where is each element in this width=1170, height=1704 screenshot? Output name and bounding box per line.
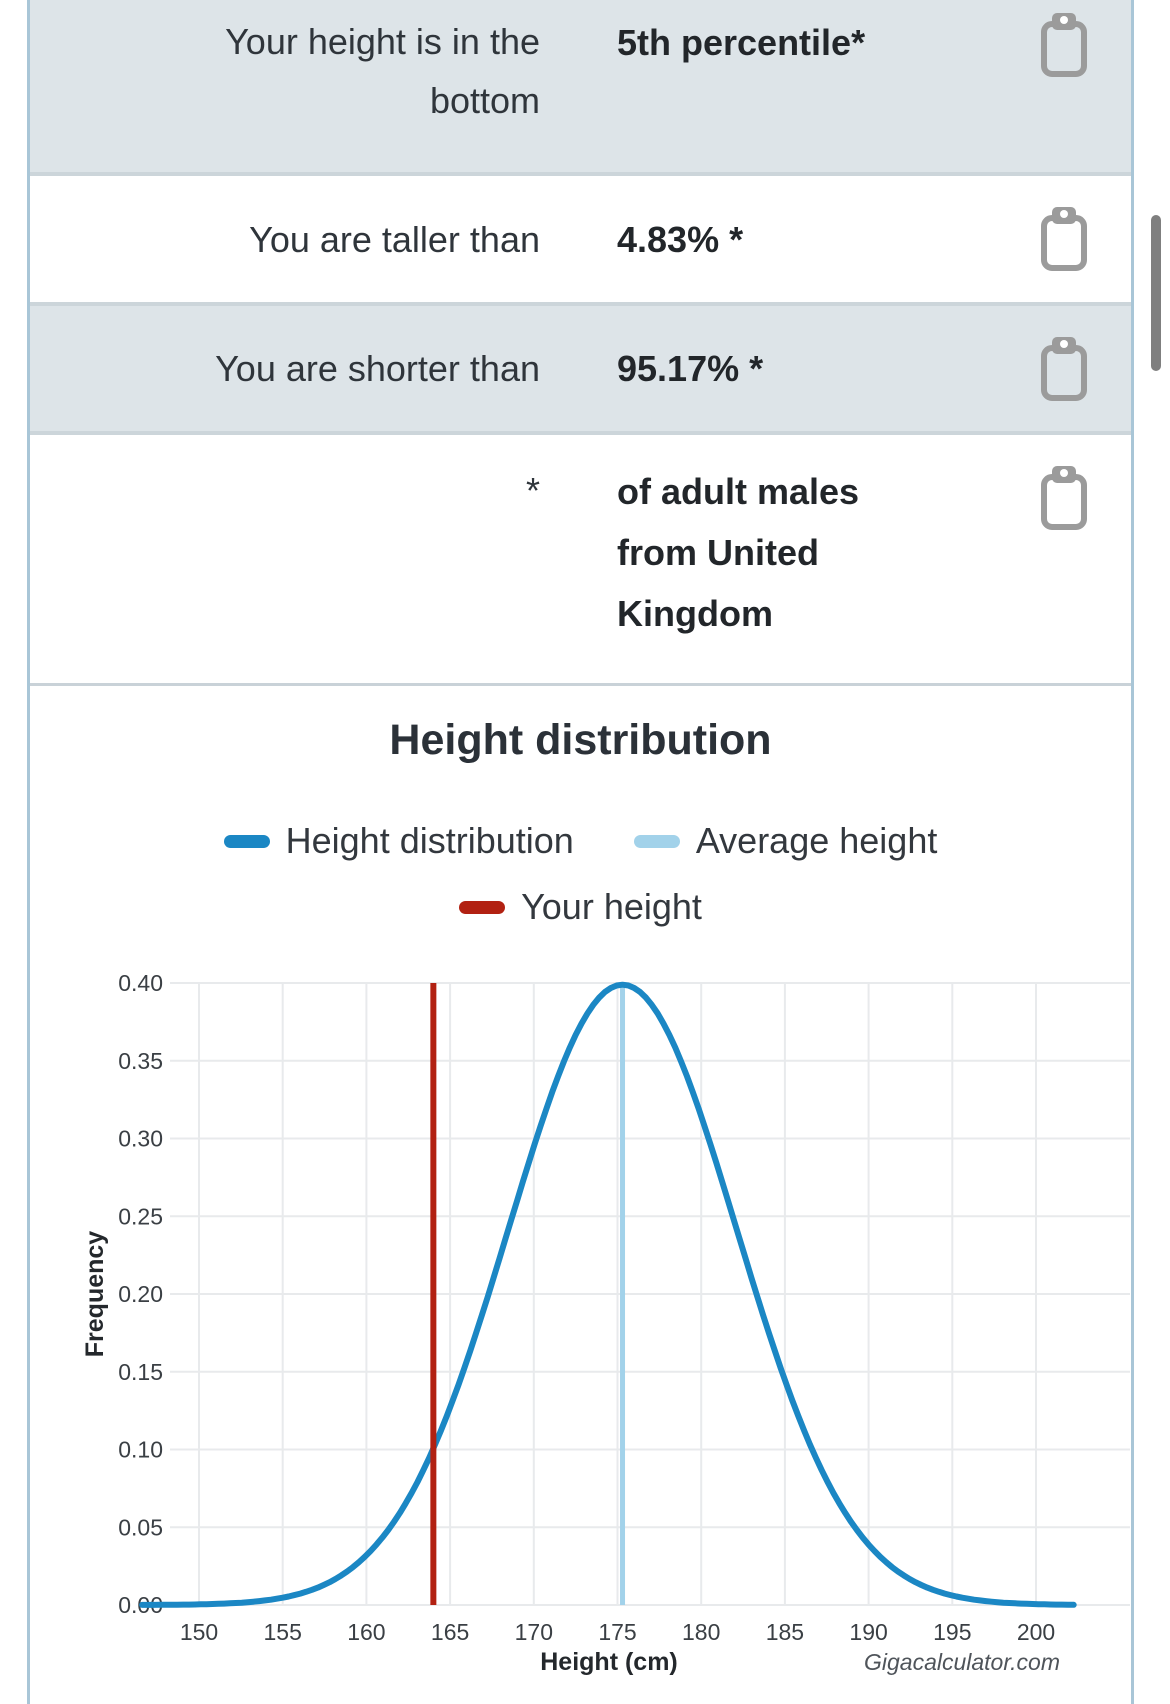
legend-label: Your height	[521, 886, 702, 927]
x-tick-label: 175	[598, 1619, 636, 1645]
y-tick-label: 0.40	[118, 970, 163, 996]
clipboard-icon	[1040, 13, 1088, 81]
legend-swatch-height-distribution	[223, 834, 270, 848]
x-axis-title: Height (cm)	[540, 1648, 678, 1676]
row-label: Your height is in the bottom	[225, 21, 540, 121]
y-axis-title: Frequency	[81, 1231, 109, 1358]
x-tick-label: 165	[431, 1619, 469, 1645]
table-row: * of adult males from United Kingdom	[30, 431, 1131, 683]
x-tick-label: 150	[180, 1619, 218, 1645]
height-distribution-curve	[139, 981, 1077, 1608]
x-tick-label: 180	[682, 1619, 720, 1645]
y-tick-label: 0.25	[118, 1203, 163, 1229]
x-tick-label: 185	[766, 1619, 804, 1645]
legend-item: Your height	[459, 886, 702, 928]
chart-legend-row: Height distribution Average height	[30, 820, 1131, 862]
y-tick-label: 0.15	[118, 1359, 163, 1385]
clipboard-icon	[1040, 207, 1088, 275]
x-tick-label: 155	[264, 1619, 302, 1645]
row-label: You are taller than	[249, 218, 540, 260]
y-tick-label: 0.10	[118, 1437, 163, 1463]
row-label: You are shorter than	[215, 348, 540, 389]
chart-title: Height distribution	[389, 716, 772, 764]
row-value: 5th percentile*	[617, 22, 866, 63]
table-row: You are shorter than 95.17% *	[30, 302, 1131, 431]
page-right-border	[1131, 0, 1134, 1704]
section-divider	[30, 683, 1131, 686]
x-tick-label: 195	[933, 1619, 971, 1645]
y-tick-label: 0.05	[118, 1514, 163, 1540]
x-tick-label: 160	[347, 1619, 385, 1645]
chart-legend-row: Your height	[30, 886, 1131, 928]
clipboard-icon	[1040, 336, 1088, 405]
y-tick-label: 0.20	[118, 1281, 163, 1307]
results-table: Your height is in the bottom 5th percent…	[30, 0, 1131, 683]
legend-label: Average height	[695, 820, 938, 861]
legend-item: Height distribution	[223, 820, 574, 862]
scrollbar-thumb[interactable]	[1151, 215, 1161, 371]
clipboard-icon	[1040, 466, 1088, 534]
legend-swatch-your-height	[459, 900, 506, 914]
x-tick-label: 170	[515, 1619, 553, 1645]
table-row: You are taller than 4.83% *	[30, 172, 1131, 302]
page-left-border	[27, 0, 30, 1704]
copy-to-clipboard-button[interactable]	[1040, 465, 1088, 531]
table-row: Your height is in the bottom 5th percent…	[30, 0, 1131, 172]
x-tick-label: 190	[849, 1619, 887, 1645]
copy-to-clipboard-button[interactable]	[1040, 336, 1088, 402]
copy-to-clipboard-button[interactable]	[1040, 206, 1088, 272]
row-value: 95.17% *	[617, 348, 764, 389]
legend-swatch-average-height	[633, 834, 680, 848]
row-value: 4.83% *	[617, 218, 744, 260]
watermark-text: Gigacalculator.com	[864, 1649, 1060, 1675]
y-tick-label: 0.30	[118, 1126, 163, 1152]
row-value: of adult males from United Kingdom	[617, 471, 860, 634]
legend-item: Average height	[633, 820, 938, 862]
y-tick-label: 0.35	[118, 1048, 163, 1074]
x-tick-label: 200	[1017, 1619, 1055, 1645]
legend-label: Height distribution	[285, 820, 574, 861]
row-label: *	[525, 470, 540, 511]
copy-to-clipboard-button[interactable]	[1040, 12, 1088, 78]
